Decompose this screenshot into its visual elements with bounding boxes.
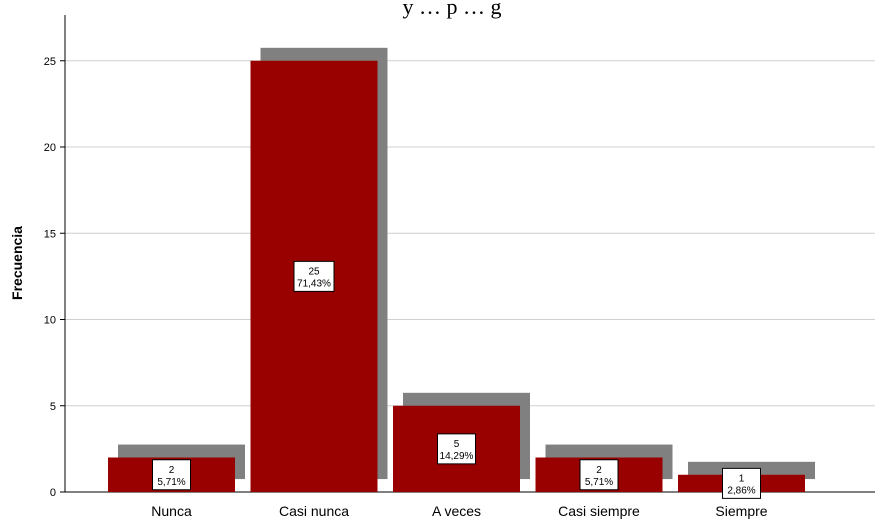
data-label-percent: 71,43% (297, 278, 331, 289)
data-label-percent: 5,71% (157, 477, 185, 488)
data-label-percent: 2,86% (727, 485, 755, 496)
data-label: 12,86% (722, 467, 761, 499)
chart-title: y … p … g (403, 0, 502, 19)
x-category-label: Casi siempre (558, 503, 640, 519)
data-label-box (579, 459, 619, 491)
y-axis-ticks: 0 5 10 15 20 25 (44, 56, 65, 499)
data-label-count: 1 (739, 473, 745, 484)
y-axis-label: Frecuencia (9, 226, 25, 300)
y-tick-label: 25 (44, 56, 56, 68)
data-label-count: 2 (169, 465, 175, 476)
x-category-label: Siempre (715, 503, 767, 519)
data-label-box (152, 459, 191, 491)
y-tick-label: 15 (44, 228, 56, 240)
data-label-count: 5 (454, 439, 460, 450)
data-label-percent: 5,71% (585, 477, 613, 488)
data-label-box (437, 433, 476, 465)
x-axis-categories: Nunca Casi nunca A veces Casi siempre Siempr… (151, 503, 768, 519)
data-label: 25,71% (579, 459, 619, 491)
x-category-label: Casi nunca (279, 503, 349, 519)
y-tick-label: 5 (50, 401, 56, 413)
y-tick-label: 0 (50, 487, 56, 499)
data-label-box (293, 260, 335, 292)
data-label-box (722, 467, 761, 499)
gridlines (65, 60, 875, 407)
data-label-percent: 14,29% (440, 451, 474, 462)
data-label-count: 25 (308, 266, 320, 277)
x-category-label: A veces (432, 503, 481, 519)
y-tick-label: 20 (44, 142, 56, 154)
data-label: 25,71% (152, 459, 191, 491)
y-tick-label: 10 (44, 315, 56, 327)
x-category-label: Nunca (151, 503, 192, 519)
data-label-count: 2 (596, 465, 602, 476)
bars (108, 47, 815, 492)
data-label: 514,29% (437, 433, 476, 465)
